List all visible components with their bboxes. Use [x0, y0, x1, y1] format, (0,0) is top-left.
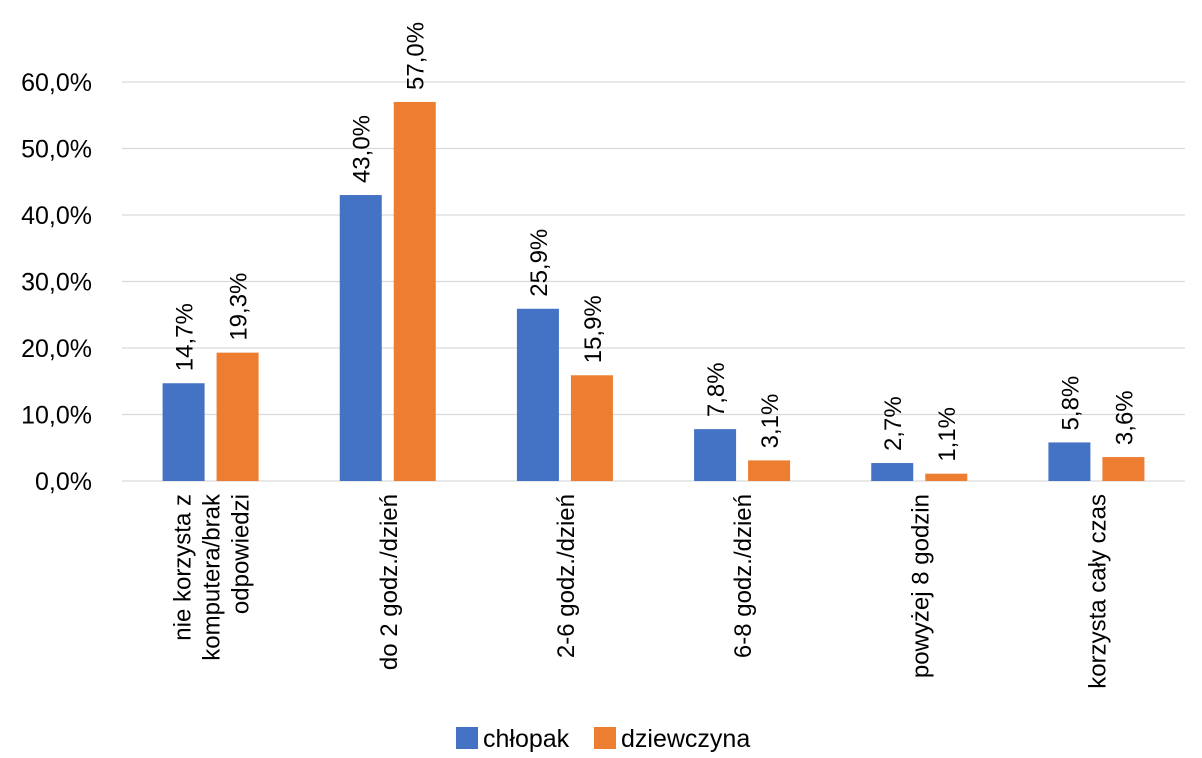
bars: [162, 101, 1145, 482]
bar-series1: [162, 383, 205, 481]
data-label: 43,0%: [349, 115, 376, 183]
category-label: 2-6 godz./dzień: [553, 494, 580, 658]
data-label: 25,9%: [526, 229, 553, 297]
bar-series1: [516, 308, 559, 481]
bar-series2: [1102, 457, 1145, 481]
legend-swatch: [594, 727, 616, 749]
data-label: 57,0%: [403, 22, 430, 90]
gridlines: [122, 81, 1185, 482]
data-label: 5,8%: [1057, 376, 1084, 431]
data-label: 3,1%: [757, 394, 784, 449]
y-tick-label: 20,0%: [21, 335, 92, 363]
y-tick-label: 60,0%: [21, 69, 92, 97]
category-label: powyżej 8 godzin: [907, 494, 934, 678]
y-tick-label: 30,0%: [21, 269, 92, 297]
bar-series2: [570, 375, 613, 481]
bar-series2: [925, 473, 968, 481]
y-tick-label: 50,0%: [21, 136, 92, 164]
data-labels: 14,7% 19,3% 43,0% 57,0% 25,9% 15,9% 7,8% 3,1% 2,…: [172, 22, 1139, 462]
data-label: 14,7%: [172, 303, 199, 371]
y-tick-label: 10,0%: [21, 402, 92, 430]
bar-series1: [1048, 442, 1091, 481]
bar-series2: [748, 460, 791, 481]
data-label: 15,9%: [580, 295, 607, 363]
bar-series1: [871, 463, 914, 481]
x-axis-categories: nie korzysta z komputera/brak odpowiedzi do…: [170, 493, 1112, 689]
category-label: nie korzysta z: [170, 494, 197, 641]
legend-swatch: [456, 727, 478, 749]
y-tick-label: 0,0%: [35, 468, 92, 496]
y-axis-ticks: 0,0% 10,0% 20,0% 30,0% 40,0% 50,0% 60,0%: [21, 69, 92, 496]
data-label: 19,3%: [226, 273, 253, 341]
legend-label: dziewczyna: [621, 725, 750, 753]
bar-series2: [216, 352, 259, 481]
legend: chłopak dziewczyna: [456, 725, 750, 753]
category-label: korzysta cały czas: [1084, 494, 1111, 689]
data-label: 1,1%: [934, 407, 961, 462]
data-label: 3,6%: [1111, 390, 1138, 445]
data-label: 2,7%: [880, 396, 907, 451]
legend-label: chłopak: [483, 725, 570, 753]
category-label: 6-8 godz./dzień: [730, 494, 757, 658]
bar-series1: [694, 429, 737, 481]
category-label: odpowiedzi: [228, 494, 255, 614]
category-label: do 2 godz./dzień: [376, 494, 403, 670]
bar-series1: [339, 195, 382, 482]
bar-series2: [393, 101, 436, 481]
data-label: 7,8%: [703, 362, 730, 417]
category-label: komputera/brak: [199, 493, 226, 661]
y-tick-label: 40,0%: [21, 202, 92, 230]
